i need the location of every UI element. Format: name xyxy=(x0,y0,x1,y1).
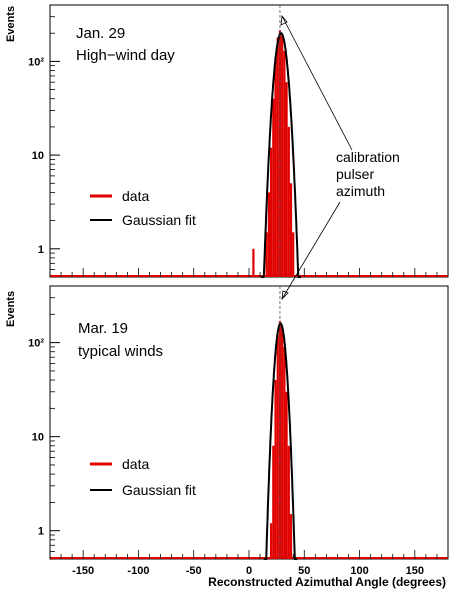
callout-arrow-up xyxy=(281,15,353,151)
x-axis-label: Reconstructed Azimuthal Angle (degrees) xyxy=(208,575,446,589)
histogram-bar xyxy=(289,514,293,559)
callout-arrow-down xyxy=(281,201,341,300)
callout-arrowhead-down xyxy=(281,290,289,301)
histogram-bar xyxy=(287,445,290,559)
histogram-bar xyxy=(281,35,284,278)
x-tick-label: 0 xyxy=(246,565,252,577)
histogram-bar xyxy=(283,50,286,277)
callout-line-1: calibration xyxy=(336,149,400,165)
histogram-bar xyxy=(274,380,277,559)
histogram-bar xyxy=(285,82,288,277)
histogram-bar xyxy=(278,30,282,278)
y-tick-label: 10² xyxy=(28,56,44,68)
top-annotation-line-2: High−wind day xyxy=(76,47,175,64)
y-tick-label: 10² xyxy=(28,338,44,350)
callout-line-3: azimuth xyxy=(336,183,385,199)
histogram-bar xyxy=(252,248,255,277)
histogram-bar xyxy=(276,335,279,559)
histogram-bar xyxy=(270,523,273,559)
top-legend-fit-label: Gaussian fit xyxy=(122,212,196,228)
histogram-bar xyxy=(292,232,295,277)
histogram-bar xyxy=(274,57,277,277)
x-tick-label: -50 xyxy=(186,565,202,577)
bottom-legend-data-label: data xyxy=(122,456,149,472)
histogram-bar xyxy=(265,232,268,277)
bottom-panel: Events Mar. 19 typical winds data Gaussi… xyxy=(5,285,449,589)
histogram-bar xyxy=(270,147,273,277)
calibration-callout: calibration pulser azimuth xyxy=(280,15,400,301)
top-legend-data-label: data xyxy=(122,188,149,204)
callout-arrowhead-up xyxy=(280,15,288,26)
x-tick-label: 100 xyxy=(350,565,368,577)
histogram-bar xyxy=(287,126,290,277)
top-panel: Events Jan. 29 High−wind day data Gaussi… xyxy=(5,4,449,278)
bottom-legend-fit-label: Gaussian fit xyxy=(122,482,196,498)
histogram-bar xyxy=(272,445,275,559)
callout-line-2: pulser xyxy=(336,166,374,182)
bottom-y-axis-label: Events xyxy=(5,291,17,327)
top-y-axis-label: Events xyxy=(5,6,17,42)
y-tick-label: 1 xyxy=(38,244,44,256)
x-tick-label: 150 xyxy=(406,565,424,577)
histogram-bar xyxy=(272,98,275,278)
histogram-bar xyxy=(267,192,271,277)
histogram-bar xyxy=(278,320,282,559)
y-tick-label: 10 xyxy=(32,432,44,444)
x-tick-label: -150 xyxy=(72,565,94,577)
top-plot-frame xyxy=(49,4,449,278)
y-tick-label: 10 xyxy=(32,150,44,162)
y-tick-label: 1 xyxy=(38,526,44,538)
histogram-bar xyxy=(289,183,293,277)
gaussian-fit-curve xyxy=(261,32,301,278)
bottom-annotation-line-2: typical winds xyxy=(78,343,163,360)
gaussian-fit-curve xyxy=(263,322,298,560)
histogram-bar xyxy=(285,391,288,559)
histogram-bar xyxy=(276,37,279,277)
x-tick-label: 50 xyxy=(298,565,310,577)
bottom-annotation-line-1: Mar. 19 xyxy=(78,320,128,337)
histogram-bar xyxy=(283,346,286,559)
x-tick-label: -100 xyxy=(127,565,149,577)
histogram-bar xyxy=(281,326,284,559)
top-annotation-line-1: Jan. 29 xyxy=(76,25,125,42)
